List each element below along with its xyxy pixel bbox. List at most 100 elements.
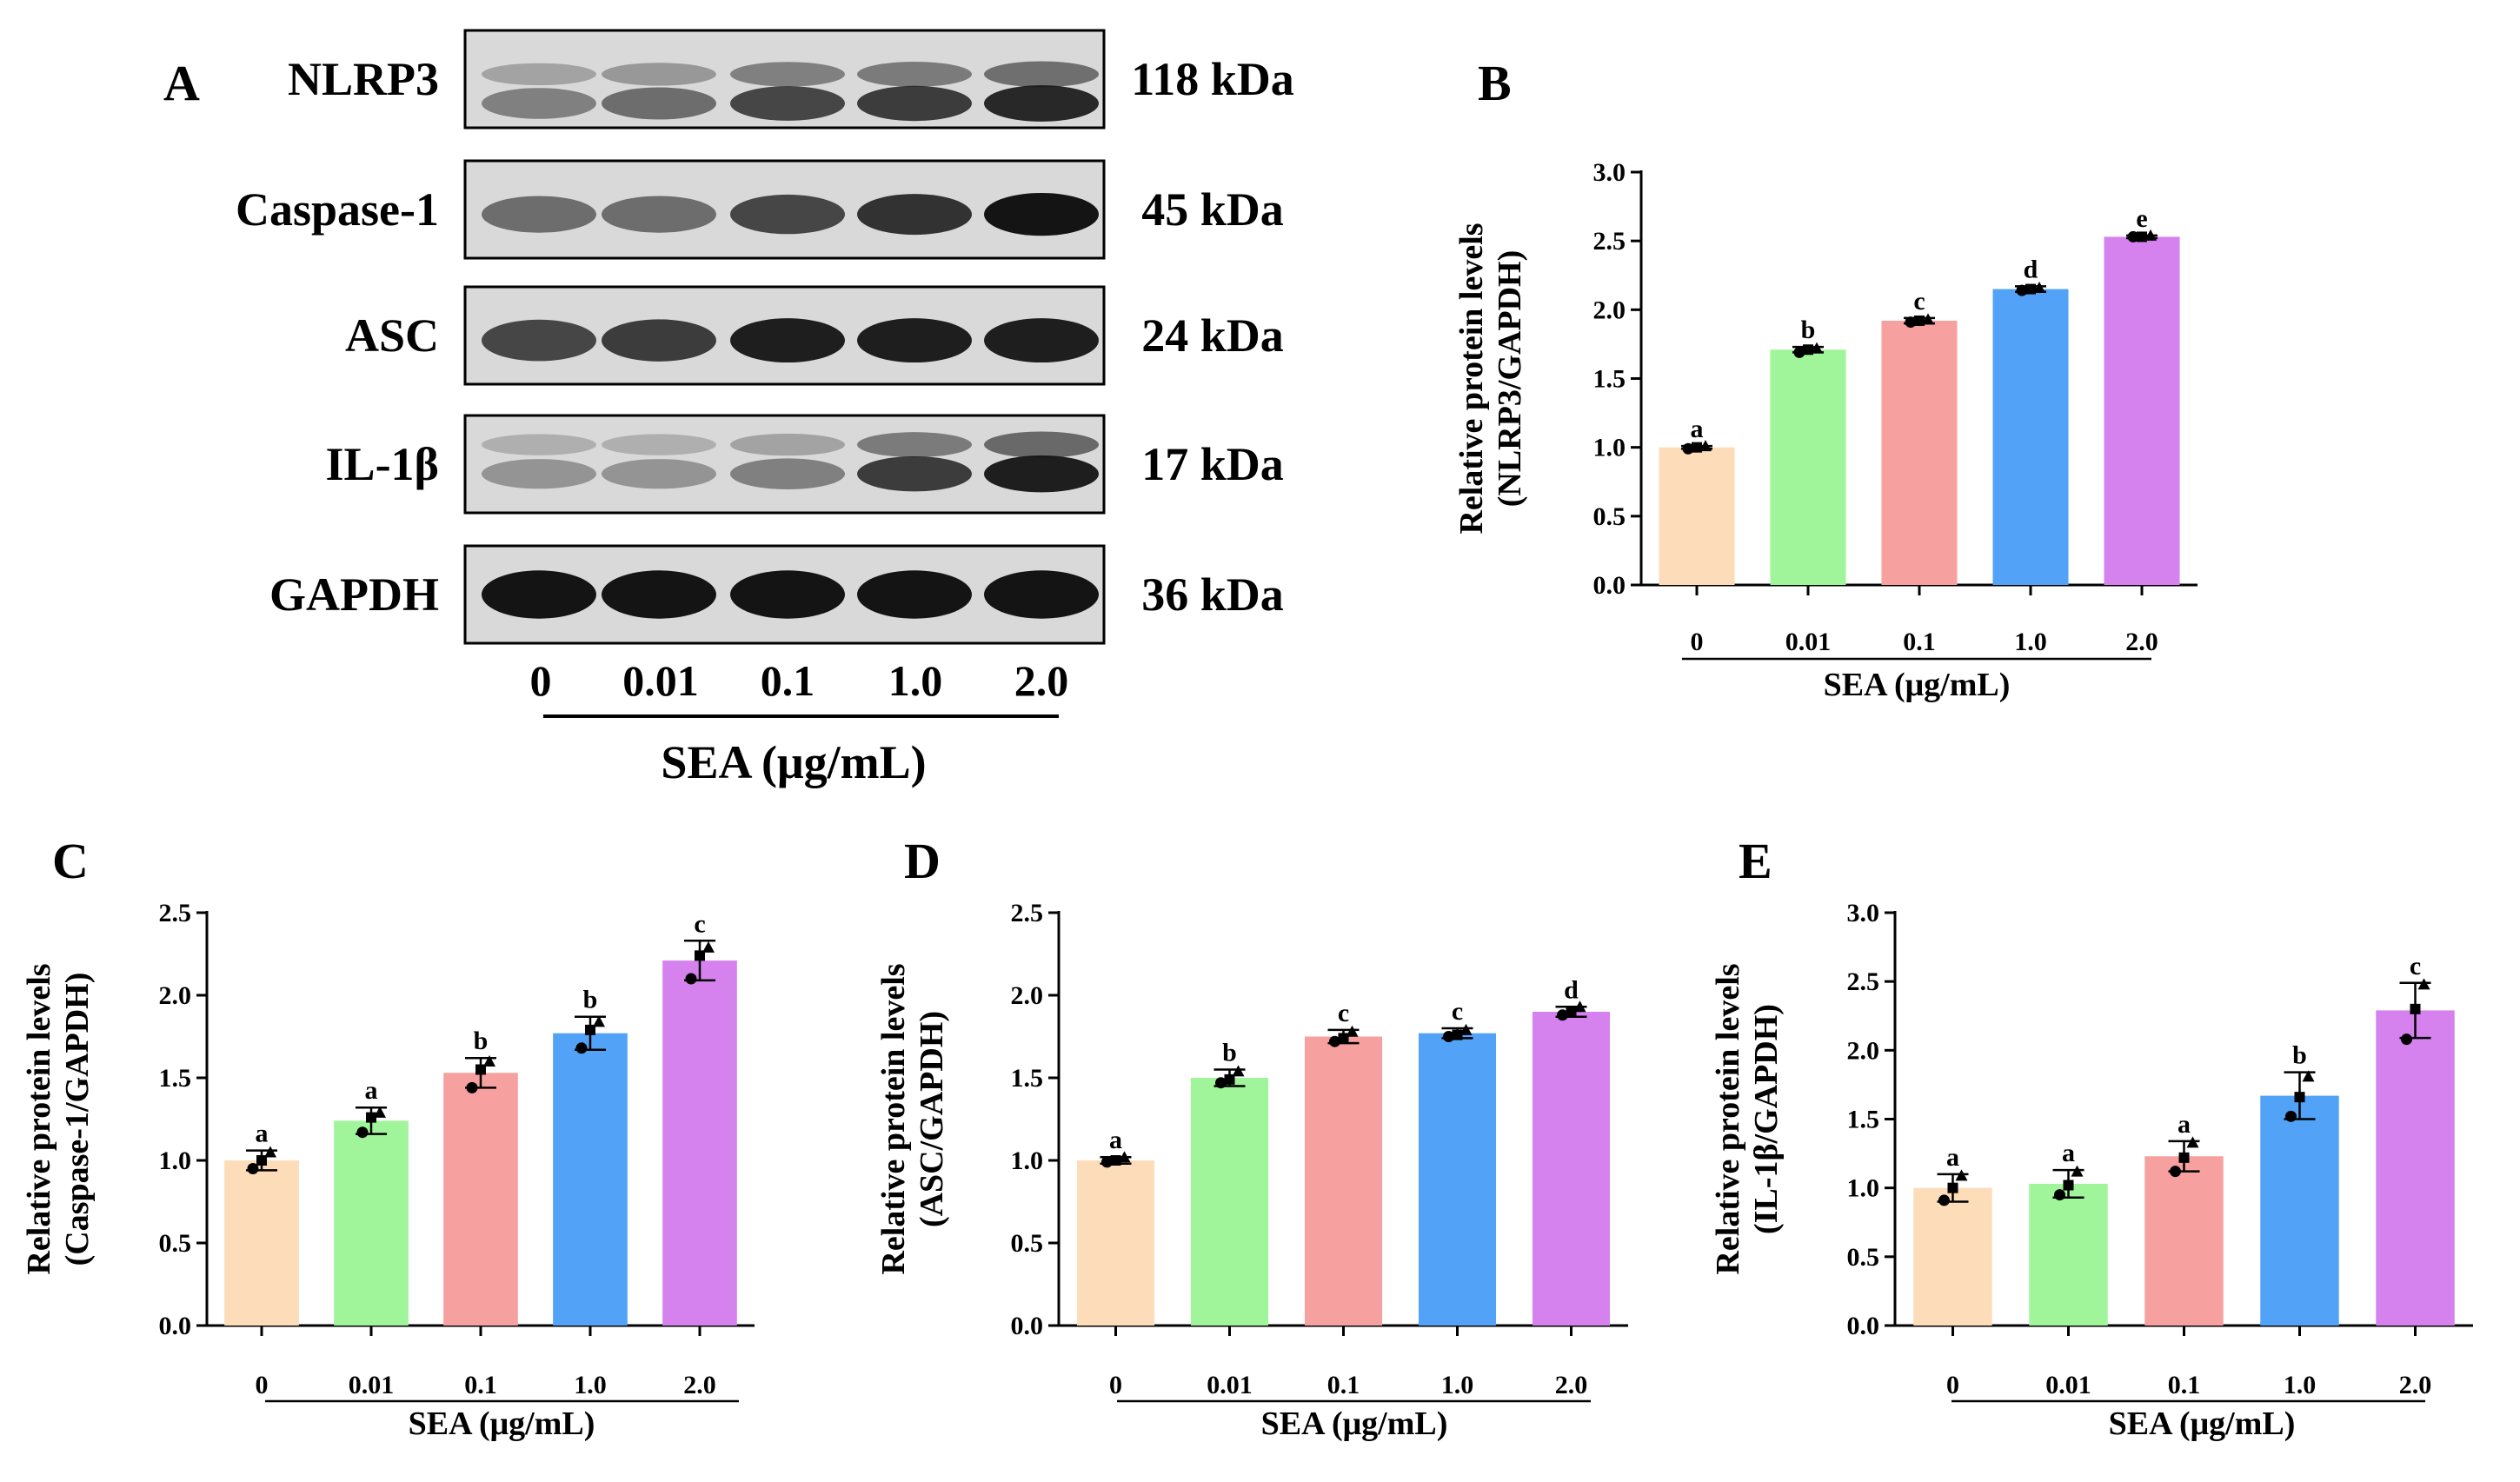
blot-row: GAPDH 36 kDa [269,544,1284,645]
significance-letter: c [1338,999,1349,1027]
blot-mw-label: 118 kDa [1131,53,1294,105]
y-axis-label-line1: Relative protein levels [21,963,57,1274]
x-tick-label: 0.01 [1207,1371,1253,1399]
blot-row: NLRP3 118 kDa [288,29,1294,130]
blot-band [602,63,716,86]
data-point [466,1081,478,1093]
western-blot-panel: A NLRP3 118 kDa Caspase-1 45 kDa ASC 24 kDa IL… [163,29,1294,788]
blot-band [602,434,716,455]
blot-row: Caspase-1 45 kDa [236,159,1284,260]
x-tick-label: 0 [1109,1371,1122,1399]
y-tick-label: 0.0 [1593,571,1626,600]
blot-rows: NLRP3 118 kDa Caspase-1 45 kDa ASC 24 kDa IL-1… [236,29,1294,645]
data-point [1101,1156,1113,1168]
x-tick-label: 0 [256,1371,269,1399]
blot-lane-label: 0.1 [761,656,815,705]
bar-chart-c: C 0.0 0.5 1.0 1.5 2.0 2.5 a 0 a 0.01 b 0.1 b 1.0 c 2.0 SE… [21,833,755,1442]
significance-letter: c [1913,287,1925,316]
blot-x-axis-label: SEA (μg/mL) [661,736,926,788]
blot-band [602,87,716,120]
blot-band [857,194,972,236]
data-point [695,950,705,961]
data-point [1947,1182,1958,1193]
y-axis-label-line1: Relative protein levels [875,963,912,1274]
significance-letter: c [2410,952,2421,980]
blot-band [602,196,716,233]
data-point [1905,316,1917,329]
blot-protein-label: Caspase-1 [236,183,439,236]
y-axis-label-line1: Relative protein levels [1710,963,1746,1274]
y-tick-label: 1.5 [159,1064,192,1093]
blot-band [602,319,716,362]
blot-band [482,196,596,233]
data-point [2127,230,2139,243]
data-point [1215,1077,1227,1089]
y-tick-label: 1.0 [1593,434,1626,462]
y-axis-label: Relative protein levels (ASC/GAPDH) [875,963,950,1274]
bar [1992,289,2069,585]
panel-label-d: D [904,833,941,889]
y-tick-label: 0.5 [159,1229,192,1258]
blot-band [857,61,972,87]
blot-band [730,458,845,489]
data-point [585,1024,595,1035]
data-point [366,1112,376,1123]
x-axis-label: SEA (μg/mL) [1824,667,2011,703]
y-tick-label: 2.5 [1847,967,1880,996]
data-point [356,1126,369,1139]
panel-label-e: E [1739,833,1772,889]
data-point [2016,284,2028,296]
significance-letter: b [474,1027,489,1055]
significance-letter: a [2062,1139,2075,1167]
y-tick-label: 2.5 [1011,899,1044,927]
bar [1076,1160,1155,1326]
data-point [1452,1029,1463,1040]
bar [224,1160,299,1326]
blot-mw-label: 24 kDa [1141,309,1284,362]
significance-letter: a [1691,415,1704,443]
significance-letter: d [1564,975,1579,1004]
y-axis-label-line1: Relative protein levels [1453,223,1490,534]
bar-chart-panels: B 0.0 0.5 1.0 1.5 2.0 2.5 3.0 a 0 b 0.01 c 0.1 d 1.0 e 2.… [21,55,2473,1442]
significance-letter: a [1946,1143,1959,1172]
y-tick-label: 1.0 [159,1146,192,1175]
blot-band [482,319,596,362]
data-point [2401,1033,2412,1046]
blot-lane-label: 1.0 [888,656,943,705]
significance-letter: c [1452,997,1463,1026]
y-axis-label-line2: (ASC/GAPDH) [914,1011,950,1227]
blot-band [482,434,596,455]
bar [1913,1187,1992,1326]
x-tick-label: 1.0 [2284,1371,2317,1399]
x-axis-label: SEA (μg/mL) [2109,1406,2296,1442]
bar [1532,1012,1611,1326]
data-point [1118,1151,1131,1163]
data-point [1443,1031,1454,1042]
blot-row: ASC 24 kDa [345,285,1284,386]
data-point [1682,442,1694,455]
blot-lane-label: 2.0 [1014,656,1069,705]
data-point [2137,231,2147,243]
data-point [1793,346,1805,358]
bar [1304,1036,1383,1326]
x-axis-label: SEA (μg/mL) [1261,1406,1448,1442]
x-tick-label: 0.1 [2168,1371,2201,1399]
bar-chart-d: D 0.0 0.5 1.0 1.5 2.0 2.5 a 0 b 0.01 c 0.1 c 1.0 d 2.0 SE… [875,833,1628,1442]
blot-band [482,459,596,489]
data-point [1338,1033,1349,1044]
y-axis-label: Relative protein levels (IL-1β/GAPDH) [1710,963,1785,1274]
y-tick-label: 0.0 [1011,1312,1044,1340]
blot-band [730,86,845,121]
blot-protein-label: ASC [345,309,439,362]
blot-band [857,570,972,619]
significance-letter: e [2136,204,2147,233]
data-point [2417,978,2430,990]
bar [334,1120,409,1326]
data-point [575,1042,588,1054]
data-point [2170,1166,2181,1178]
panel-label-a: A [163,55,200,111]
significance-letter: a [365,1076,378,1105]
blot-band [857,456,972,492]
data-point [2063,1180,2074,1191]
y-tick-label: 2.0 [159,981,192,1010]
